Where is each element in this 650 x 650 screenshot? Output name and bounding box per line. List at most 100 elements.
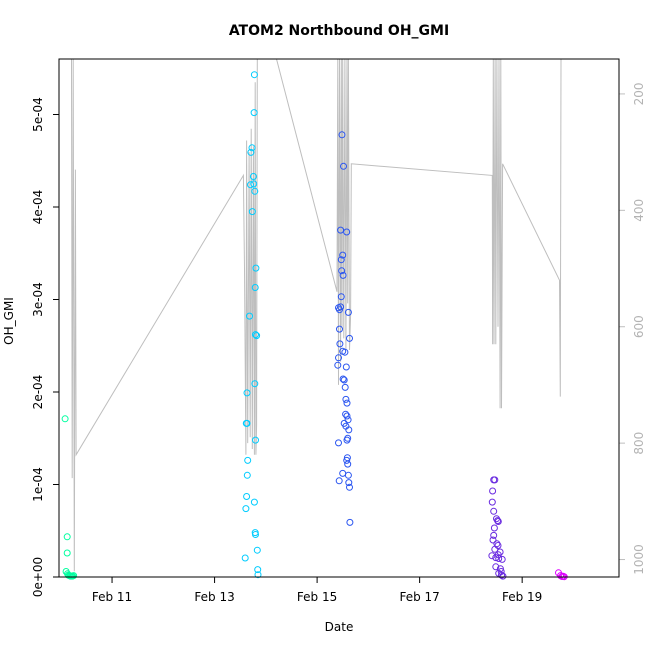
data-point	[70, 572, 78, 580]
data-point	[339, 271, 347, 279]
data-point	[243, 471, 251, 479]
chart-title: ATOM2 Northbound OH_GMI	[229, 23, 449, 39]
x-tick-label: Feb 17	[399, 590, 439, 604]
data-point	[339, 375, 347, 383]
data-point	[338, 131, 346, 139]
data-point	[338, 267, 346, 275]
data-point	[337, 256, 345, 264]
data-point	[344, 471, 352, 479]
data-point	[345, 426, 353, 434]
data-point	[249, 173, 257, 180]
y2-tick-label: 400	[632, 199, 646, 222]
data-point	[248, 144, 256, 152]
data-point	[335, 354, 342, 362]
axes-layer: Feb 11 Feb 13 Feb 15 Feb 17 Feb 19 0e+00 1e-04…	[31, 82, 646, 604]
data-point	[339, 251, 347, 259]
data-point	[344, 460, 352, 468]
data-point	[247, 181, 254, 189]
data-point	[61, 415, 69, 423]
data-point	[252, 531, 259, 538]
x-tick-label: Feb 19	[502, 590, 542, 604]
data-point	[491, 476, 499, 484]
data-point	[342, 363, 350, 371]
data-point	[490, 524, 498, 532]
data-point	[247, 148, 255, 156]
y2-tick-label: 800	[632, 432, 646, 455]
data-point	[250, 71, 258, 79]
data-point	[342, 410, 350, 418]
data-point	[343, 228, 351, 236]
data-point	[489, 536, 497, 544]
x-tick-label: Feb 11	[92, 590, 132, 604]
data-point	[343, 399, 351, 407]
data-point	[488, 552, 496, 560]
data-point	[63, 533, 71, 541]
data-point	[336, 325, 343, 333]
data-point	[498, 571, 505, 579]
data-point	[339, 469, 347, 477]
data-point	[252, 436, 259, 444]
data-point	[252, 264, 260, 272]
y-tick-label: 2e-04	[31, 375, 45, 410]
series-5	[555, 569, 568, 581]
data-point	[488, 498, 496, 506]
data-point	[254, 566, 262, 574]
data-point	[341, 348, 349, 356]
data-point	[492, 554, 500, 562]
data-point	[340, 162, 347, 170]
data-point	[337, 303, 345, 311]
pressure-trace-layer	[71, 58, 562, 572]
x-axis-label: Date	[325, 620, 354, 634]
data-point	[335, 439, 342, 447]
data-point	[253, 546, 261, 554]
data-point	[494, 517, 502, 525]
data-point	[496, 565, 504, 573]
data-point	[492, 563, 500, 571]
data-point	[251, 380, 259, 388]
data-point	[346, 518, 354, 526]
data-point	[252, 331, 259, 339]
data-point	[336, 340, 344, 348]
data-point	[490, 531, 498, 539]
data-point	[337, 226, 345, 234]
y2-tick-label: 200	[632, 82, 646, 105]
y-tick-label: 0e+00	[31, 557, 45, 597]
data-point	[243, 493, 251, 500]
y-axis-label: OH_GMI	[2, 297, 16, 345]
data-point	[337, 293, 345, 301]
x-tick-label: Feb 15	[297, 590, 337, 604]
data-point	[248, 208, 256, 216]
data-point	[346, 483, 353, 491]
data-point	[498, 555, 506, 563]
y-tick-label: 3e-04	[31, 282, 45, 317]
data-point	[340, 376, 348, 384]
y-tick-label: 1e-04	[31, 467, 45, 502]
data-point	[343, 412, 351, 420]
data-point	[491, 545, 499, 553]
y-tick-label: 5e-04	[31, 97, 45, 132]
series-4	[488, 476, 507, 580]
data-point	[346, 334, 353, 342]
data-point	[345, 479, 353, 487]
data-point	[342, 395, 350, 403]
series-3	[334, 131, 354, 526]
data-point	[494, 542, 502, 549]
data-point	[494, 518, 502, 525]
data-point	[63, 549, 71, 557]
data-point	[243, 389, 251, 397]
data-point	[250, 498, 258, 506]
data-point	[490, 507, 498, 515]
data-point	[251, 284, 259, 291]
data-point	[243, 419, 251, 427]
data-point	[344, 308, 352, 316]
data-point	[250, 180, 258, 188]
data-point	[254, 571, 262, 579]
plot-frame	[58, 58, 620, 578]
data-point	[246, 312, 253, 320]
data-point	[244, 456, 252, 464]
data-point	[251, 187, 259, 195]
data-point	[489, 487, 497, 495]
pressure-trace-line	[71, 58, 562, 572]
data-point	[334, 361, 342, 369]
